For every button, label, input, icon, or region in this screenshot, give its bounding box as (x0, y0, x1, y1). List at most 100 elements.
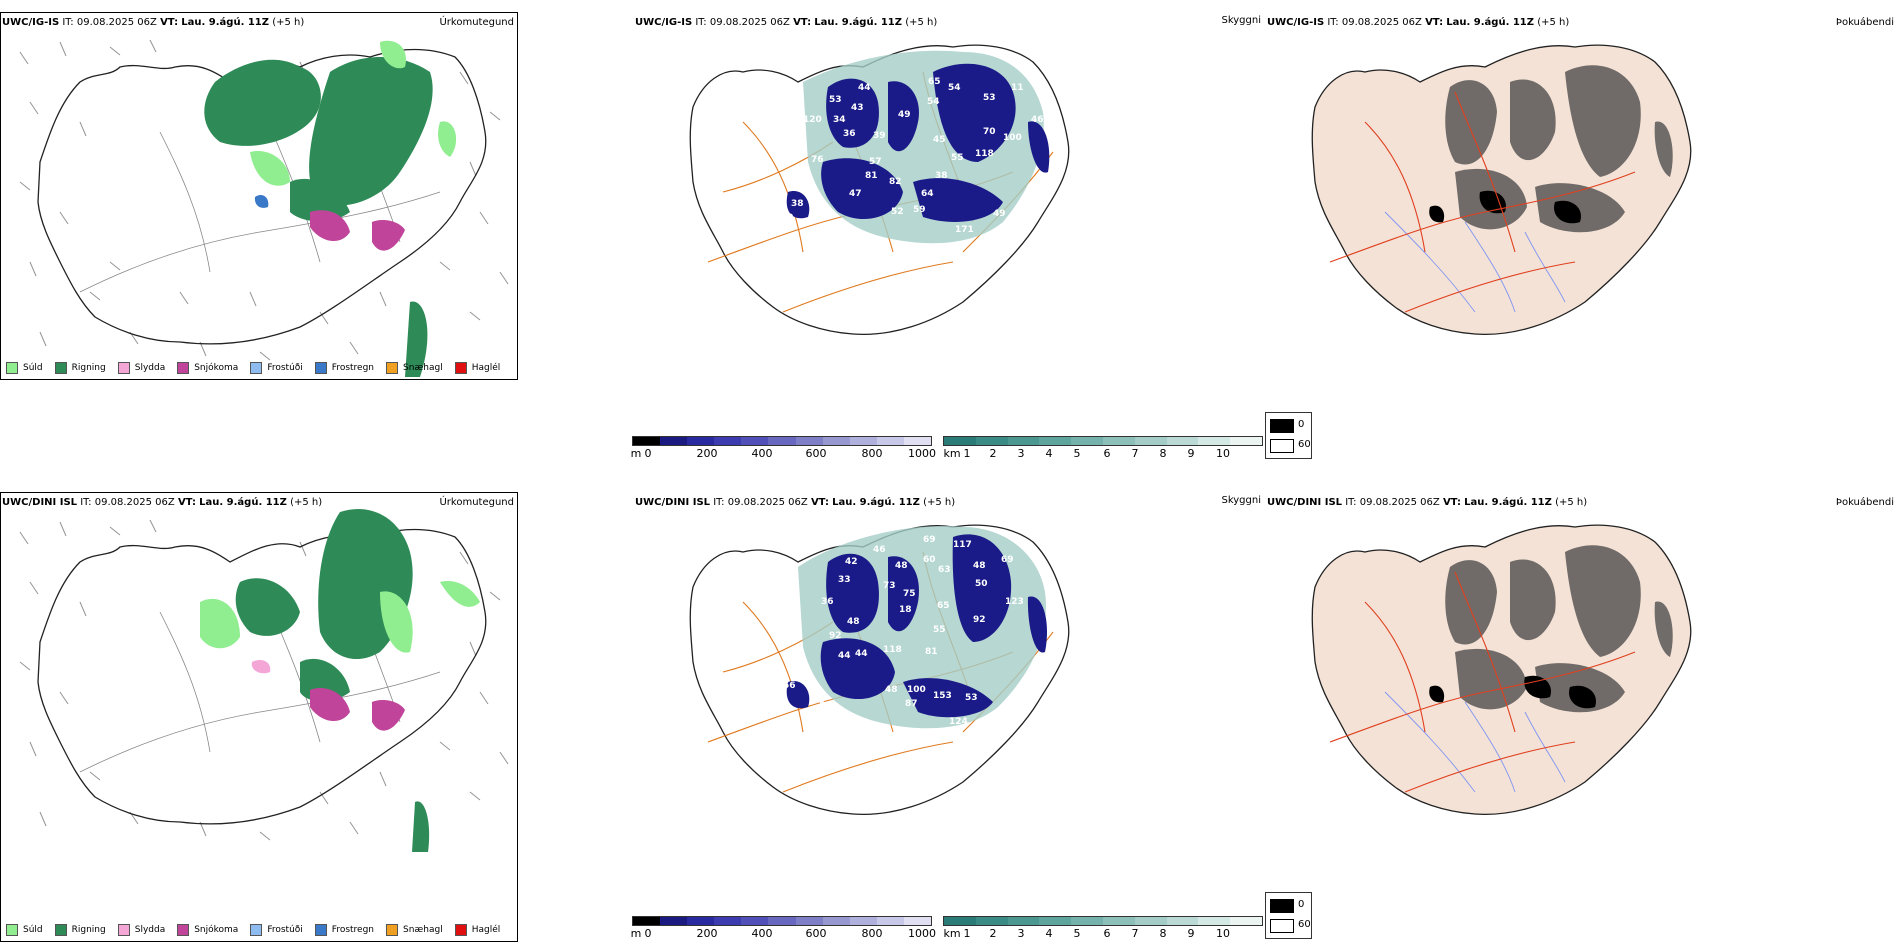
iceland-coastline (37, 528, 487, 825)
map-header: UWC/IG-IS IT: 09.08.2025 06Z VT: Lau. 9.… (1267, 17, 1570, 28)
panel-title: Úrkomutegund (439, 17, 514, 28)
cloud-map-bottom: 69 46 117 42 48 60 63 48 69 33 73 50 75 … (689, 524, 1070, 816)
unit-label: km (943, 447, 961, 460)
legend-item: Rigning (54, 924, 106, 936)
tick-label: 6 (1103, 447, 1111, 460)
cloudbase-labels: 53 44 54 65 43 54 53 11 120 34 49 46 36 … (781, 77, 1044, 235)
colorbar-swatch (1230, 437, 1262, 445)
cloudbase-value: 123 (1005, 597, 1024, 607)
tick-label: 8 (1159, 927, 1167, 940)
unit-label: km (943, 927, 961, 940)
colorbar-swatch (1007, 917, 1040, 925)
legend-item: Slydda (117, 362, 165, 374)
tick-label: 600 (805, 927, 827, 940)
legend-swatch (250, 362, 263, 374)
colorbar-swatch (795, 437, 823, 445)
tick-label: 10 (1216, 927, 1230, 940)
map-header: UWC/DINI ISL IT: 09.08.2025 06Z VT: Lau.… (635, 497, 956, 508)
cloudbase-labels: 69 46 117 42 48 60 63 48 69 33 73 50 75 … (767, 535, 1024, 727)
visibility-colorbar-bottom: km 1 2 3 4 5 6 7 8 9 10 (943, 916, 1263, 940)
fog-key-high-label: 0 (1298, 419, 1305, 430)
wind-barbs (19, 519, 509, 841)
colorbar-swatch (714, 917, 742, 925)
tick-label: 600 (805, 447, 827, 460)
cloudbase-areas (786, 534, 1048, 718)
panel-title: Skyggni (1221, 495, 1261, 506)
fog-map-bottom (1311, 524, 1692, 816)
colorbar-swatch (876, 437, 904, 445)
legend-item: Frostregn (314, 362, 374, 374)
tick-label: 0 (644, 447, 652, 460)
fog-key-dark-swatch (1270, 419, 1294, 433)
cloudbase-value: 52 (891, 207, 904, 217)
tick-label: 1000 (908, 447, 936, 460)
colorbar-swatch (687, 917, 715, 925)
cloudbase-value: 54 (948, 83, 961, 93)
snow-areas (310, 210, 405, 251)
tick-label: 400 (751, 927, 773, 940)
legend-swatch (6, 362, 18, 374)
cloudbase-value: 48 (973, 561, 986, 571)
legend-swatch (454, 362, 467, 374)
panel-title: Þokuábendi (1835, 497, 1894, 508)
cloud-panel-top: 53 44 54 65 43 54 53 11 120 34 49 46 36 … (633, 12, 1263, 392)
tick-label: 6 (1103, 927, 1111, 940)
fog-key-light-swatch (1270, 919, 1294, 933)
colorbar-swatch (975, 437, 1008, 445)
legend-swatch (314, 362, 327, 374)
colorbar-swatch (903, 917, 932, 925)
cloudbase-value: 49 (993, 209, 1006, 219)
legend-swatch (250, 924, 263, 936)
cloudbase-value: 53 (965, 693, 978, 703)
tick-label: 0 (644, 927, 652, 940)
legend-item: Frostúði (250, 362, 303, 374)
freezing-rain-area (254, 195, 269, 208)
precip-legend: Súld Rigning Slydda Snjókoma Frostúði Fr… (6, 362, 500, 374)
tick-label: 200 (696, 927, 718, 940)
fog-map-top (1311, 44, 1692, 336)
cloudbase-value: 124 (949, 717, 968, 727)
colorbar-ticks: m 0 200 400 600 800 1000 (631, 926, 936, 940)
cloudbase-value: 54 (927, 97, 940, 107)
tick-label: 8 (1159, 447, 1167, 460)
colorbar-swatch (741, 917, 769, 925)
map-header: UWC/DINI ISL IT: 09.08.2025 06Z VT: Lau.… (1267, 497, 1588, 508)
cloudbase-value: 48 (885, 685, 898, 695)
cloudbase-value: 46 (873, 545, 886, 555)
cloudbase-value: 57 (869, 157, 882, 167)
cloudbase-colorbar-bottom: m 0 200 400 600 800 1000 (631, 916, 936, 940)
fog-panel-bottom: UWC/DINI ISL IT: 09.08.2025 06Z VT: Lau.… (1265, 492, 1900, 882)
cloudbase-value: 42 (845, 557, 858, 567)
colorbar-swatch (876, 917, 904, 925)
colorbar-swatch (1071, 917, 1103, 925)
tick-label: 7 (1131, 447, 1139, 460)
colorbar-swatch (1198, 437, 1231, 445)
cloudbase-value: 44 (838, 651, 851, 661)
legend-swatch (177, 924, 190, 936)
legend-item: Snæhagl (386, 924, 443, 936)
cloudbase-value: 53 (983, 93, 996, 103)
colorbar-gradient (632, 436, 932, 446)
tick-label: 1000 (908, 927, 936, 940)
rivers (1384, 691, 1566, 793)
cloudbase-value: 120 (803, 115, 822, 125)
tick-label: 3 (1017, 927, 1025, 940)
tick-label: 7 (1131, 927, 1139, 940)
colorbar-swatch (1134, 917, 1167, 925)
tick-label: 3 (1017, 447, 1025, 460)
colorbar-swatch (822, 917, 850, 925)
cloudbase-value: 57 (767, 699, 780, 709)
map-header: UWC/DINI ISL IT: 09.08.2025 06Z VT: Lau.… (2, 497, 323, 508)
fog-key-high-label: 0 (1298, 899, 1305, 910)
fog-key-top: 0 60 (1265, 412, 1312, 459)
colorbar-swatch (1039, 437, 1072, 445)
cloudbase-value: 38 (791, 199, 804, 209)
cloud-panel-bottom: 69 46 117 42 48 60 63 48 69 33 73 50 75 … (633, 492, 1263, 882)
cloudbase-value: 33 (838, 575, 851, 585)
legend-swatch (314, 924, 327, 936)
fog-key-low-label: 60 (1298, 919, 1311, 930)
panel-title: Þokuábendi (1835, 17, 1894, 28)
colorbar-swatch (1166, 437, 1199, 445)
cloudbase-colorbar-top: m 0 200 400 600 800 1000 (631, 436, 936, 460)
colorbar-swatch (633, 437, 661, 445)
